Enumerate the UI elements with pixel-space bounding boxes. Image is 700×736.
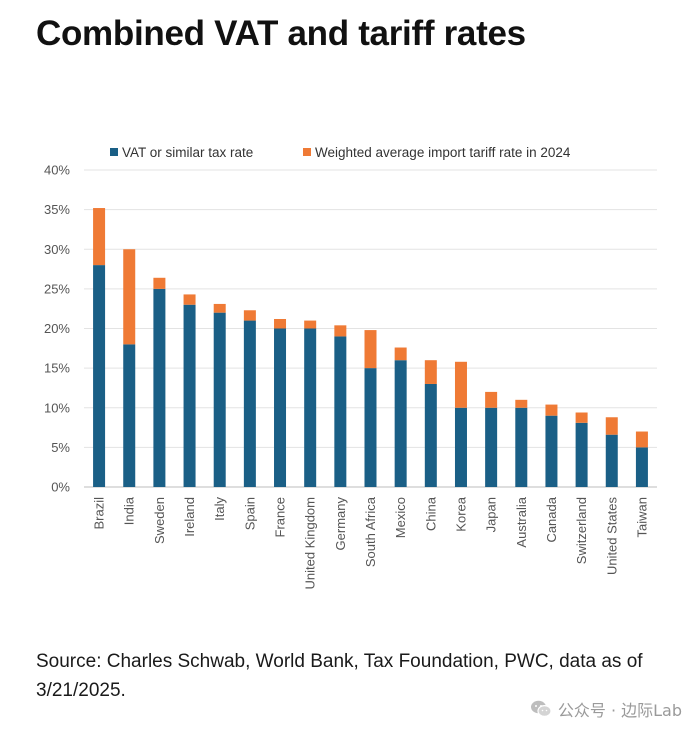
x-tick-label: Brazil [92, 497, 107, 530]
y-tick-label: 0% [51, 480, 70, 495]
x-axis: Brazil India Sweden Ireland Italy Spain France… [92, 496, 650, 589]
bar-vat [93, 265, 106, 487]
y-tick-label: 30% [44, 242, 70, 257]
legend-swatch-vat [110, 148, 118, 156]
bar-tariff [635, 431, 648, 448]
legend-label: VAT or similar tax rate [122, 145, 253, 160]
x-tick-label: Japan [484, 497, 499, 532]
x-tick-label: South Africa [363, 496, 378, 567]
x-tick-label: France [273, 497, 288, 537]
bar-vat [635, 447, 648, 487]
bar-vat [123, 344, 136, 487]
bar-vat [605, 434, 618, 487]
bar-vat [243, 320, 256, 487]
bar-vat [454, 407, 467, 487]
legend: VAT or similar tax rate Weighted average … [110, 145, 571, 160]
x-tick-label: United States [604, 497, 619, 576]
x-tick-label: Sweden [152, 497, 167, 544]
y-tick-label: 35% [44, 202, 70, 217]
source-note: Source: Charles Schwab, World Bank, Tax … [36, 651, 643, 701]
bar-tariff [424, 360, 437, 384]
bar-vat [334, 336, 347, 487]
bar-tariff [485, 391, 498, 408]
watermark: 公众号 · 边际Lab [530, 697, 682, 721]
x-tick-label: Australia [514, 496, 529, 547]
x-tick-label: India [122, 496, 137, 525]
bar-tariff [575, 412, 588, 423]
y-tick-label: 5% [51, 440, 70, 455]
bar-tariff [153, 277, 166, 289]
x-tick-label: China [423, 496, 438, 531]
bar-vat [515, 407, 528, 487]
y-tick-label: 15% [44, 361, 70, 376]
x-tick-label: Taiwan [634, 497, 649, 537]
gridlines [84, 169, 657, 488]
y-tick-label: 40% [44, 163, 70, 178]
bar-vat [424, 383, 437, 487]
bar-tariff [515, 399, 528, 408]
chart-title: Combined VAT and tariff rates [36, 14, 526, 53]
stacked-bar-chart: VAT or similar tax rate Weighted average … [44, 145, 657, 590]
bar-vat [545, 415, 558, 487]
legend-swatch-tariff [303, 148, 311, 156]
bar-vat [575, 422, 588, 487]
y-tick-label: 20% [44, 321, 70, 336]
x-tick-label: Italy [212, 497, 227, 521]
bar-vat [213, 312, 226, 487]
bar-tariff [454, 361, 467, 408]
x-tick-label: Spain [242, 497, 257, 530]
bar-vat [485, 407, 498, 487]
bar-vat [394, 360, 407, 487]
y-axis: 0% 5% 10% 15% 20% 25% 30% 35% 40% [44, 163, 70, 495]
bar-tariff [274, 318, 287, 329]
bar-tariff [334, 325, 347, 337]
bar-vat [274, 328, 287, 487]
bar-vat [153, 288, 166, 487]
legend-label: Weighted average import tariff rate in 2… [315, 145, 571, 160]
y-tick-label: 25% [44, 281, 70, 296]
x-tick-label: Ireland [182, 497, 197, 537]
x-tick-label: United Kingdom [303, 497, 318, 590]
x-tick-label: Switzerland [574, 497, 589, 564]
wechat-icon [530, 700, 552, 718]
bar-tariff [304, 320, 317, 329]
bar-tariff [605, 417, 618, 435]
bar-vat [304, 328, 317, 487]
x-tick-label: Mexico [393, 497, 408, 538]
bar-tariff [123, 249, 136, 345]
y-tick-label: 10% [44, 400, 70, 415]
watermark-text: 公众号 · 边际Lab [557, 701, 682, 720]
bar-tariff [183, 294, 196, 305]
bar-tariff [394, 347, 407, 361]
bar-vat [183, 304, 196, 487]
bar-tariff [93, 208, 106, 266]
bar-tariff [243, 310, 256, 321]
bar-tariff [213, 303, 226, 313]
bar-vat [364, 368, 377, 487]
bar-tariff [545, 404, 558, 416]
bars [93, 208, 648, 487]
x-tick-label: Korea [453, 496, 468, 531]
x-tick-label: Canada [544, 496, 559, 542]
x-tick-label: Germany [333, 497, 348, 551]
bar-tariff [364, 330, 377, 369]
